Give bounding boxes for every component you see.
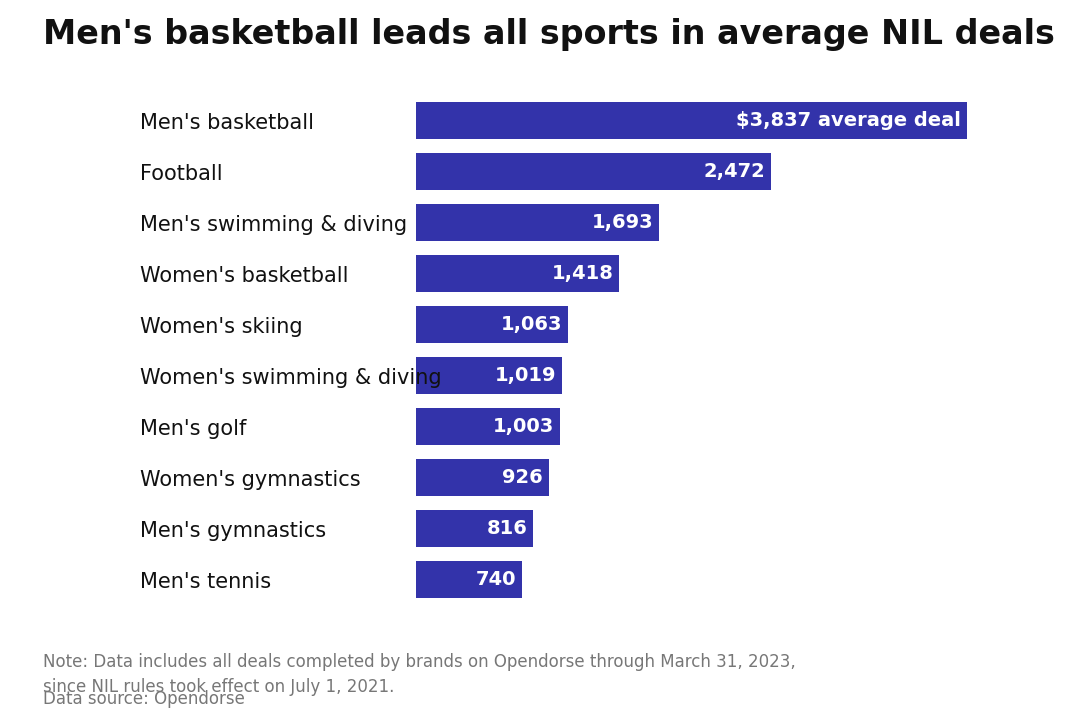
Bar bbox=[416, 154, 771, 190]
Text: 2,472: 2,472 bbox=[703, 162, 765, 181]
Text: 1,063: 1,063 bbox=[501, 316, 563, 334]
Bar bbox=[416, 510, 532, 547]
Text: Note: Data includes all deals completed by brands on Opendorse through March 31,: Note: Data includes all deals completed … bbox=[43, 653, 796, 697]
Bar bbox=[416, 459, 549, 496]
Text: 740: 740 bbox=[476, 570, 516, 589]
Bar bbox=[416, 408, 559, 445]
Text: Data source: Opendorse: Data source: Opendorse bbox=[43, 690, 245, 708]
Bar bbox=[416, 306, 568, 343]
Bar bbox=[416, 204, 659, 241]
Bar bbox=[416, 561, 522, 598]
Text: 1,693: 1,693 bbox=[592, 213, 653, 232]
Text: 1,003: 1,003 bbox=[492, 417, 554, 436]
Text: Men's basketball leads all sports in average NIL deals: Men's basketball leads all sports in ave… bbox=[43, 18, 1055, 51]
Text: 1,418: 1,418 bbox=[552, 264, 613, 283]
Bar bbox=[416, 103, 967, 139]
Bar bbox=[416, 357, 562, 394]
Text: 1,019: 1,019 bbox=[495, 366, 556, 385]
Text: 816: 816 bbox=[486, 519, 527, 538]
Text: 926: 926 bbox=[502, 468, 543, 487]
Bar bbox=[416, 256, 620, 292]
Text: $3,837 average deal: $3,837 average deal bbox=[737, 111, 961, 131]
